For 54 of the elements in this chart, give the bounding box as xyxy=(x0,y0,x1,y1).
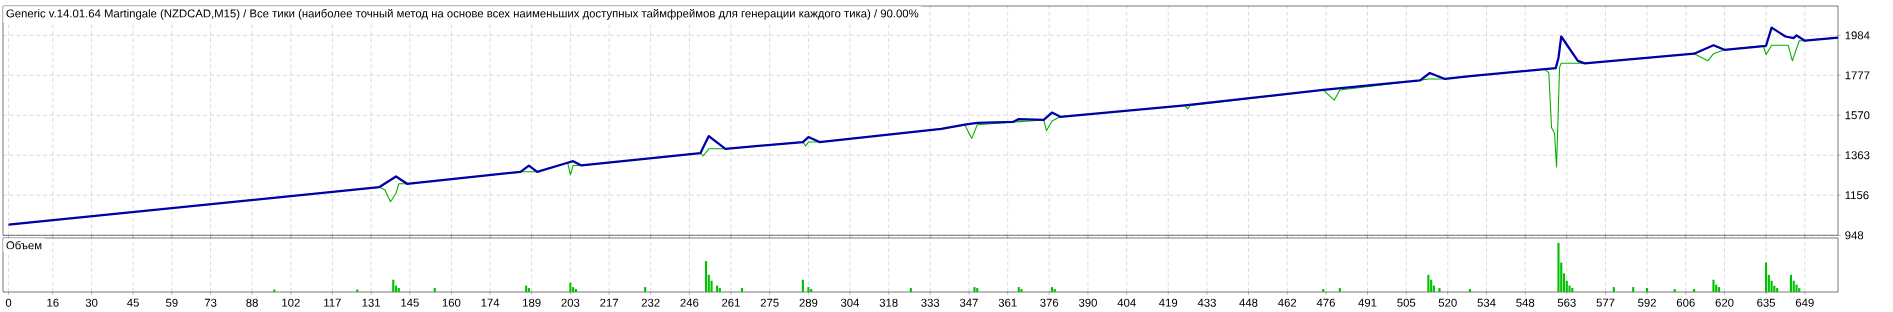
y-tick-label: 1363 xyxy=(1845,151,1870,160)
y-tick-label: 1156 xyxy=(1845,191,1869,200)
y-tick-label: 948 xyxy=(1845,231,1864,240)
x-tick-label: 102 xyxy=(282,298,300,307)
x-tick-label: 131 xyxy=(362,298,381,307)
x-tick-label: 203 xyxy=(561,298,580,307)
x-tick-label: 347 xyxy=(959,298,978,307)
x-tick-label: 520 xyxy=(1438,298,1457,307)
x-tick-label: 433 xyxy=(1197,298,1216,307)
x-tick-label: 606 xyxy=(1676,298,1695,307)
x-tick-label: 30 xyxy=(85,298,98,307)
chart-title: Объем xyxy=(6,240,42,250)
x-tick-label: 649 xyxy=(1795,298,1814,307)
x-tick-label: 160 xyxy=(442,298,461,307)
x-tick-label: 390 xyxy=(1078,298,1097,307)
x-tick-label: 505 xyxy=(1397,298,1416,307)
x-tick-label: 548 xyxy=(1516,298,1535,307)
x-tick-label: 635 xyxy=(1757,298,1776,307)
x-tick-label: 462 xyxy=(1278,298,1297,307)
y-tick-label: 1570 xyxy=(1845,111,1870,120)
x-tick-label: 189 xyxy=(523,298,541,307)
chart-title: Generic v.14.01.64 Martingale (NZDCAD,M15) / Все тики (наиболее точный метод на основе всех наименьших доступных таймфреймов для генерации каждого тика) / 90.00% xyxy=(6,8,919,20)
x-tick-label: 73 xyxy=(204,298,217,307)
x-tick-label: 232 xyxy=(641,298,660,307)
x-tick-label: 491 xyxy=(1358,298,1377,307)
x-tick-label: 117 xyxy=(324,298,341,307)
x-tick-label: 0 xyxy=(5,298,12,307)
y-tick-label: 1777 xyxy=(1845,71,1870,80)
x-tick-label: 620 xyxy=(1715,298,1734,307)
x-tick-label: 476 xyxy=(1316,298,1335,307)
x-tick-label: 246 xyxy=(680,298,699,307)
x-tick-label: 563 xyxy=(1557,298,1576,307)
x-tick-label: 16 xyxy=(47,298,59,307)
x-tick-label: 174 xyxy=(481,298,500,307)
x-tick-label: 419 xyxy=(1159,298,1178,307)
x-tick-label: 261 xyxy=(722,298,740,307)
x-tick-label: 577 xyxy=(1596,298,1615,307)
x-tick-label: 88 xyxy=(246,298,258,307)
x-tick-label: 318 xyxy=(879,298,898,307)
x-tick-label: 275 xyxy=(760,298,779,307)
x-tick-label: 59 xyxy=(166,298,178,307)
x-tick-label: 45 xyxy=(127,298,139,307)
x-tick-label: 217 xyxy=(600,298,619,307)
x-tick-label: 289 xyxy=(799,298,818,307)
x-tick-label: 534 xyxy=(1477,298,1496,307)
x-tick-label: 592 xyxy=(1638,298,1656,307)
x-tick-label: 376 xyxy=(1040,298,1059,307)
x-tick-label: 448 xyxy=(1239,298,1258,307)
y-tick-label: 1984 xyxy=(1845,31,1870,40)
x-tick-label: 145 xyxy=(401,298,419,307)
x-tick-label: 304 xyxy=(840,298,860,307)
x-tick-label: 333 xyxy=(921,298,940,307)
x-tick-label: 361 xyxy=(998,298,1017,307)
x-tick-label: 404 xyxy=(1117,298,1136,307)
